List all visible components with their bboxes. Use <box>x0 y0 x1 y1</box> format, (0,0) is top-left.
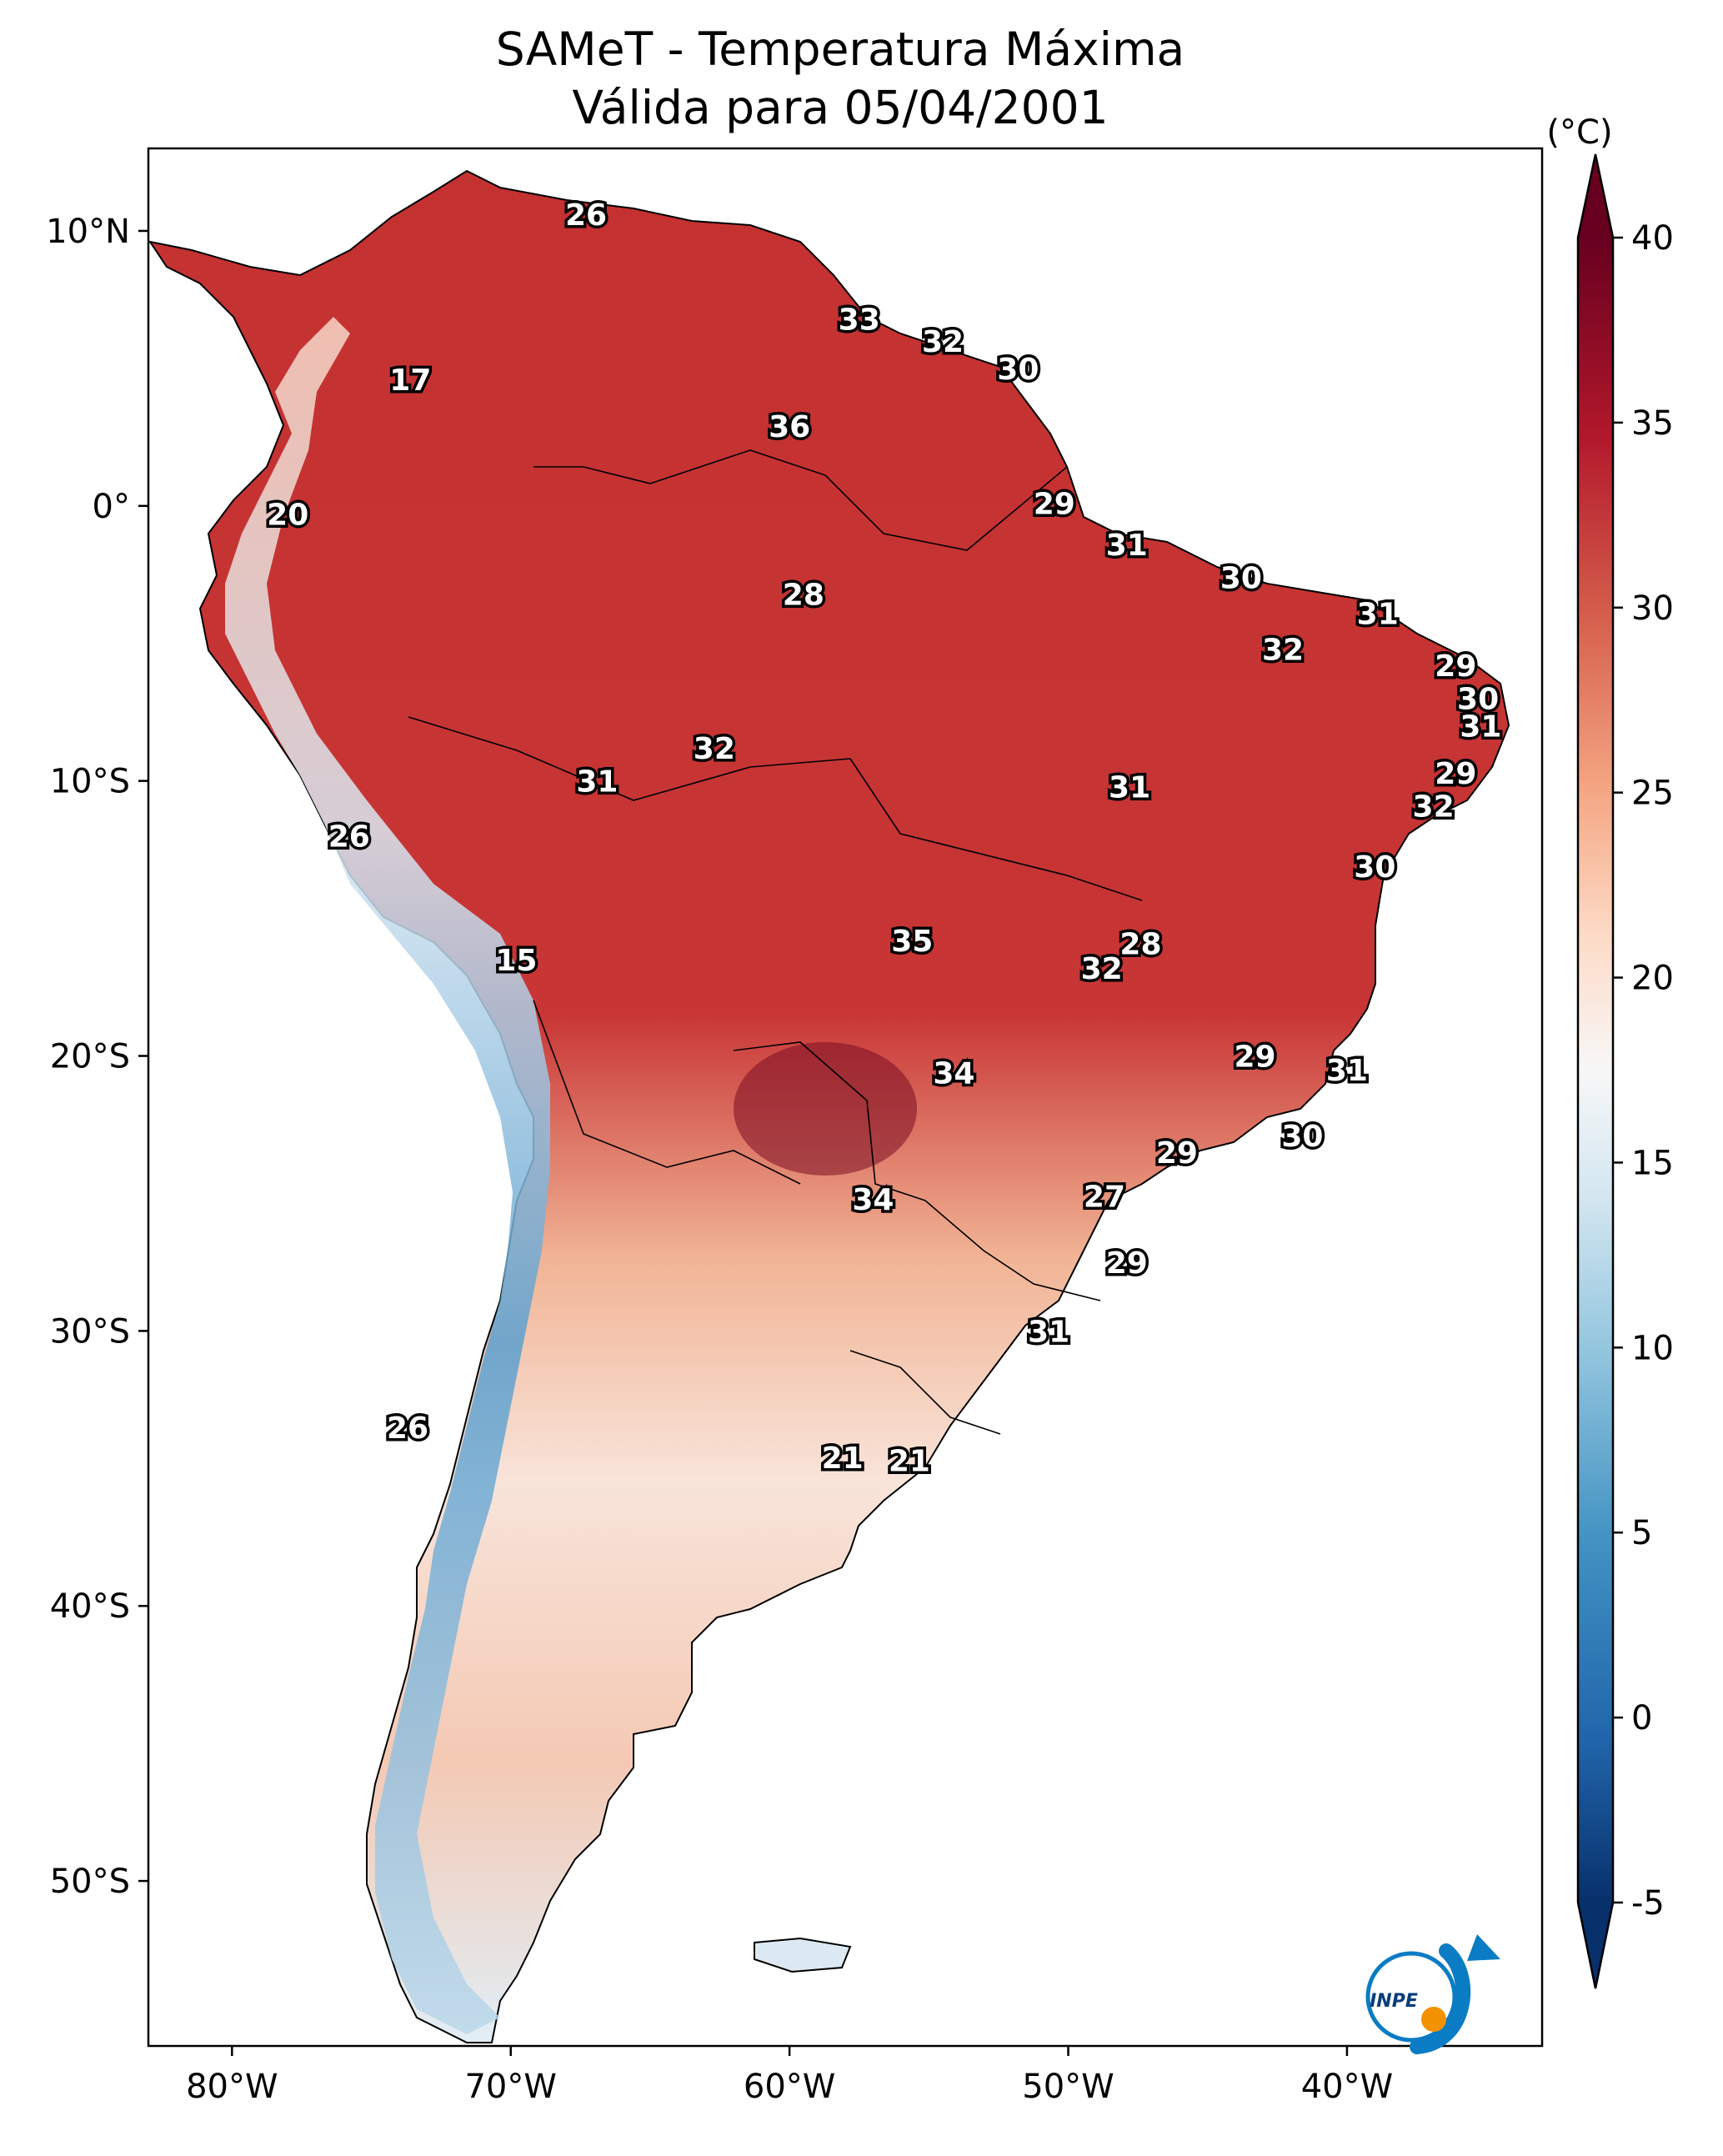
temperature-point-label: 33 <box>839 303 880 338</box>
falkland-islands <box>754 1937 852 1973</box>
y-tick-label: 0° <box>93 488 130 526</box>
temperature-point-label: 32 <box>1081 952 1123 986</box>
y-tick-label: 50°S <box>50 1863 130 1901</box>
temperature-point-label: 17 <box>389 364 431 398</box>
y-tick-label: 10°N <box>46 213 130 251</box>
temperature-point-label: 31 <box>576 765 618 800</box>
temperature-point-label: 31 <box>1460 710 1501 745</box>
x-tick-label: 80°W <box>186 2068 278 2106</box>
colorbar-tick-label: 5 <box>1631 1514 1652 1552</box>
logo-swoosh <box>1410 1943 1471 2054</box>
temperature-point-label: 30 <box>1457 683 1499 717</box>
temperature-point-label: 32 <box>1262 633 1304 667</box>
colorbar-tick-label: 30 <box>1631 589 1674 628</box>
temperature-point-label: 35 <box>891 925 933 959</box>
temperature-point-label: 34 <box>933 1056 974 1091</box>
temperature-point-label: 31 <box>1028 1315 1069 1349</box>
temperature-point-label: 31 <box>1106 529 1148 563</box>
logo-arrow-icon <box>1467 1934 1500 1961</box>
logo-orange-dot <box>1421 2007 1446 2032</box>
y-tick-label: 10°S <box>50 763 130 801</box>
map-frame <box>147 147 1544 2048</box>
temperature-point-label: 31 <box>1357 597 1399 631</box>
temperature-point-label: 28 <box>783 578 824 612</box>
andes-band <box>225 317 550 2034</box>
colorbar-tick-label: 10 <box>1631 1329 1674 1367</box>
colorbar-tick-label: 25 <box>1631 775 1674 813</box>
colorbar-tick-label: 15 <box>1631 1144 1674 1182</box>
temperature-point-label: 20 <box>267 499 308 533</box>
temperature-point-label: 32 <box>694 732 735 766</box>
chart-title-line1: SAMeT - Temperatura Máxima <box>496 23 1185 76</box>
temperature-point-label: 32 <box>1413 790 1455 824</box>
colorbar-tick-label: 40 <box>1631 219 1674 258</box>
colorbar-min-arrow <box>1578 1903 1613 1988</box>
temperature-point-label: 36 <box>769 410 810 444</box>
temperature-point-label: 28 <box>1119 927 1161 961</box>
temperature-point-label: 21 <box>822 1442 864 1476</box>
temperature-point-label: 31 <box>1326 1054 1368 1088</box>
colorbar-tick-label: 0 <box>1631 1699 1652 1737</box>
temperature-point-label: 29 <box>1435 649 1476 684</box>
temperature-point-label: 26 <box>328 820 370 855</box>
logo-text: INPE <box>1370 1991 1418 2012</box>
temperature-point-label: 26 <box>387 1411 428 1446</box>
x-tick-label: 50°W <box>1022 2068 1114 2106</box>
country-borders <box>408 449 1143 1435</box>
colorbar-gradient <box>1578 238 1613 1903</box>
temperature-point-label: 29 <box>1156 1136 1198 1171</box>
colorbar-max-arrow <box>1578 154 1613 238</box>
temperature-point-label: 32 <box>922 325 964 359</box>
temperature-point-label: 21 <box>889 1444 930 1478</box>
temperature-point-label: 31 <box>1109 770 1150 805</box>
x-axis: 80°W 70°W 60°W 50°W 40°W <box>186 2046 1393 2106</box>
temperature-point-label: 34 <box>852 1183 894 1217</box>
colorbar-tick-label: 20 <box>1631 960 1674 998</box>
temperature-point-label: 27 <box>1084 1181 1125 1215</box>
temperature-point-label: 26 <box>565 198 607 233</box>
colorbar-ticks: -5 0 5 10 15 20 25 30 35 40 <box>1613 219 1674 1923</box>
y-tick-label: 20°S <box>50 1038 130 1076</box>
temperature-point-label: 30 <box>1281 1120 1323 1154</box>
x-tick-label: 40°W <box>1301 2068 1393 2106</box>
temperature-point-label: 29 <box>1106 1246 1148 1281</box>
x-tick-label: 70°W <box>464 2068 556 2106</box>
chaco-hotspot <box>734 1042 917 1176</box>
temperature-point-label: 29 <box>1235 1040 1276 1075</box>
inpe-logo: INPE <box>1365 1934 1500 2054</box>
colorbar-tick-label: -5 <box>1631 1884 1665 1923</box>
temperature-point-label: 30 <box>1220 562 1262 596</box>
colorbar-unit: (°C) <box>1546 113 1612 152</box>
temperature-point-label: 29 <box>1034 488 1075 522</box>
y-tick-label: 40°S <box>50 1587 130 1626</box>
colorbar-tick-label: 35 <box>1631 404 1674 443</box>
map-area <box>148 148 1542 2046</box>
y-tick-label: 30°S <box>50 1312 130 1351</box>
logo-ring <box>1365 1951 1457 2043</box>
temperature-point-label: 30 <box>997 353 1039 387</box>
x-tick-label: 60°W <box>744 2068 835 2106</box>
colorbar: (°C) -5 0 5 10 15 20 25 30 35 40 <box>1546 113 1674 1989</box>
temperature-point-label: 15 <box>495 944 537 978</box>
y-axis: 10°N 0° 10°S 20°S 30°S 40°S 50°S <box>46 213 148 1901</box>
chart-title-line2: Válida para 05/04/2001 <box>572 81 1108 134</box>
temperature-point-label: 30 <box>1354 850 1395 885</box>
temperature-point-label: 29 <box>1435 757 1476 791</box>
